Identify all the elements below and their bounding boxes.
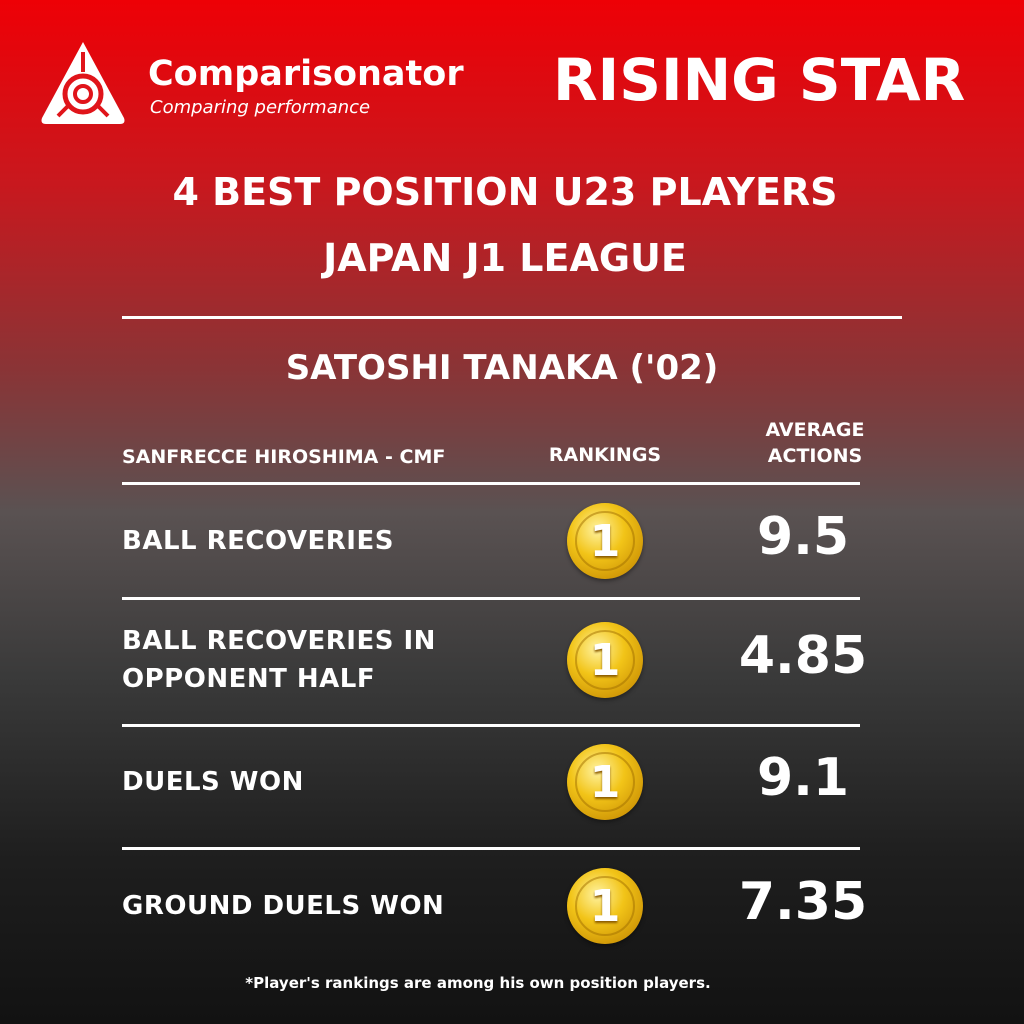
team-header: SANFRECCE HIROSHIMA - CMF	[122, 446, 446, 468]
row-label: OPPONENT HALF	[122, 664, 376, 694]
divider	[122, 316, 902, 319]
brand-name: Comparisonator	[148, 54, 464, 94]
row-divider	[122, 482, 860, 485]
row-label: BALL RECOVERIES IN	[122, 626, 436, 656]
footnote: *Player's rankings are among his own pos…	[245, 974, 711, 992]
row-divider	[122, 847, 860, 850]
row-value: 7.35	[738, 872, 868, 932]
title-line: JAPAN J1 LEAGUE	[323, 236, 687, 280]
player-name: SATOSHI TANAKA ('02)	[285, 348, 719, 388]
rank-medal: 1	[567, 503, 643, 579]
rank-medal: 1	[567, 744, 643, 820]
rank-medal: 1	[567, 622, 643, 698]
rankings-header: RANKINGS	[548, 444, 662, 466]
row-label: BALL RECOVERIES	[122, 526, 394, 556]
badge: RISING STAR	[553, 46, 966, 114]
row-value: 9.5	[756, 507, 850, 567]
average-header-line: ACTIONS	[767, 445, 863, 467]
average-header: AVERAGE ACTIONS	[765, 417, 864, 469]
brand-tagline: Comparing performance	[150, 97, 371, 118]
row-divider	[122, 597, 860, 600]
row-divider	[122, 724, 860, 727]
average-header-line: AVERAGE	[765, 419, 865, 441]
title-line: 4 BEST POSITION U23 PLAYERS	[172, 170, 838, 214]
logo	[41, 42, 125, 124]
row-value: 4.85	[738, 626, 868, 686]
row-label: DUELS WON	[122, 767, 304, 797]
row-label: GROUND DUELS WON	[122, 891, 445, 921]
row-value: 9.1	[756, 748, 850, 808]
rank-medal: 1	[567, 868, 643, 944]
